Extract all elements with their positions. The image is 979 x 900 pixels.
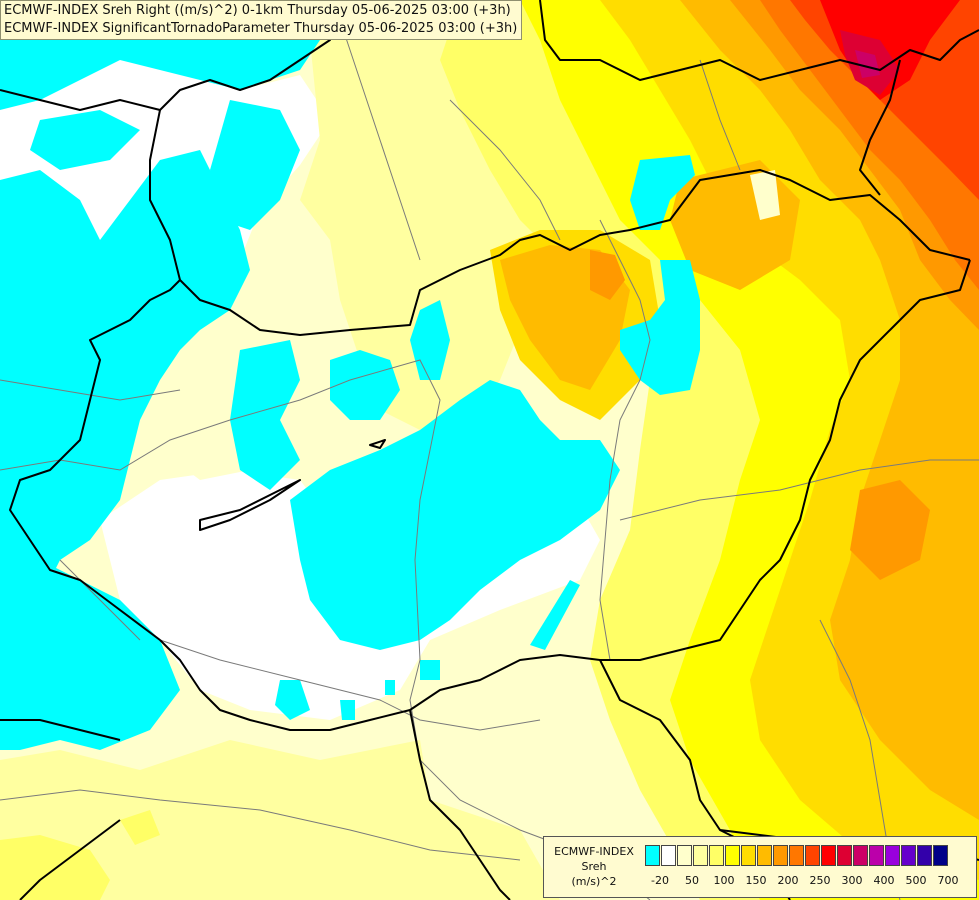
legend-swatch <box>773 845 788 866</box>
legend-label: ECMWF-INDEX Sreh (m/s)^2 <box>548 844 640 889</box>
legend-source: ECMWF-INDEX <box>554 845 634 858</box>
legend-swatch <box>677 845 692 866</box>
legend-swatch <box>869 845 884 866</box>
legend-tick-label: 400 <box>873 874 895 887</box>
legend-swatch <box>645 845 660 866</box>
legend-swatch <box>709 845 724 866</box>
legend-tick-label: 150 <box>745 874 767 887</box>
river-vah <box>339 19 421 261</box>
river-tisza <box>599 219 651 661</box>
legend-swatch <box>837 845 852 866</box>
field-cyan-s2 <box>340 700 355 720</box>
legend-swatch <box>821 845 836 866</box>
legend-swatch <box>789 845 804 866</box>
color-legend: ECMWF-INDEX Sreh (m/s)^2 -20 50 100 150 200 2… <box>543 836 977 898</box>
legend-parameter: Sreh <box>581 860 607 873</box>
field-red-ne <box>820 0 960 100</box>
border-hungary-north <box>179 169 971 336</box>
field-cyan-e <box>620 260 700 395</box>
legend-tick-label: -20 <box>651 874 669 887</box>
field-cyan-diag <box>530 580 580 650</box>
legend-swatch <box>901 845 916 866</box>
legend-swatch <box>917 845 932 866</box>
field-pale-n-patch <box>750 170 780 220</box>
river-drava <box>159 639 541 731</box>
field-cyan-s1 <box>275 680 310 720</box>
legend-swatch <box>805 845 820 866</box>
river-north <box>449 99 561 241</box>
field-red-orange-ne <box>790 0 979 200</box>
field-cyan-s3 <box>420 660 440 680</box>
river-sava <box>0 789 521 861</box>
field-orange-patch-e <box>850 480 930 580</box>
border-nw <box>0 9 331 111</box>
legend-tick-label: 200 <box>777 874 799 887</box>
border-ukraine <box>859 59 901 196</box>
field-yellow-patch-s <box>120 810 160 845</box>
border-lake <box>199 479 301 531</box>
field-orange-center <box>590 250 625 300</box>
border-poland <box>539 0 979 81</box>
legend-swatch <box>757 845 772 866</box>
legend-swatch <box>885 845 900 866</box>
border-lake-2 <box>369 439 386 449</box>
river-danube <box>0 359 651 900</box>
legend-swatch <box>661 845 676 866</box>
border-cz-sk <box>149 109 181 281</box>
legend-swatch <box>741 845 756 866</box>
border-bosnia <box>19 819 121 900</box>
legend-tick-label: 250 <box>809 874 831 887</box>
field-cyan-s4 <box>385 680 395 695</box>
legend-tick-label: 300 <box>841 874 863 887</box>
legend-swatch <box>853 845 868 866</box>
legend-tick-label: 700 <box>937 874 959 887</box>
border-croatia <box>409 709 511 900</box>
field-cyan-center <box>290 380 620 650</box>
field-cyan-west <box>0 150 250 660</box>
legend-tick-label: 500 <box>905 874 927 887</box>
legend-swatches <box>645 845 949 866</box>
field-magenta-ne <box>855 50 880 78</box>
legend-swatch <box>725 845 740 866</box>
legend-swatch <box>933 845 948 866</box>
legend-tick-label: 100 <box>713 874 735 887</box>
legend-swatch <box>693 845 708 866</box>
field-cyan-sw <box>0 560 180 750</box>
river-sw2 <box>59 559 141 641</box>
river-west <box>0 379 181 401</box>
map-title-line-2: ECMWF-INDEX SignificantTornadoParameter … <box>4 21 518 36</box>
field-cyan-center-2 <box>330 350 400 420</box>
map-title-line-1: ECMWF-INDEX Sreh Right ((m/s)^2) 0-1km T… <box>4 3 511 18</box>
border-austria-west <box>9 279 181 641</box>
river-north2 <box>699 59 741 171</box>
river-mures <box>619 459 979 521</box>
field-cyan-west-2 <box>230 340 300 490</box>
field-cyan-nw-patch <box>30 110 140 170</box>
legend-tick-label: 50 <box>685 874 699 887</box>
border-hungary-east <box>159 259 971 731</box>
map-title-box: ECMWF-INDEX Sreh Right ((m/s)^2) 0-1km T… <box>0 0 523 40</box>
field-light-yellow-sw <box>0 740 560 900</box>
field-cyan-strip <box>210 100 300 230</box>
field-yellow-patch-sw <box>0 835 110 900</box>
field-cyan-ne-strip <box>630 155 695 230</box>
legend-unit: (m/s)^2 <box>571 875 617 888</box>
border-slovenia <box>0 719 121 741</box>
